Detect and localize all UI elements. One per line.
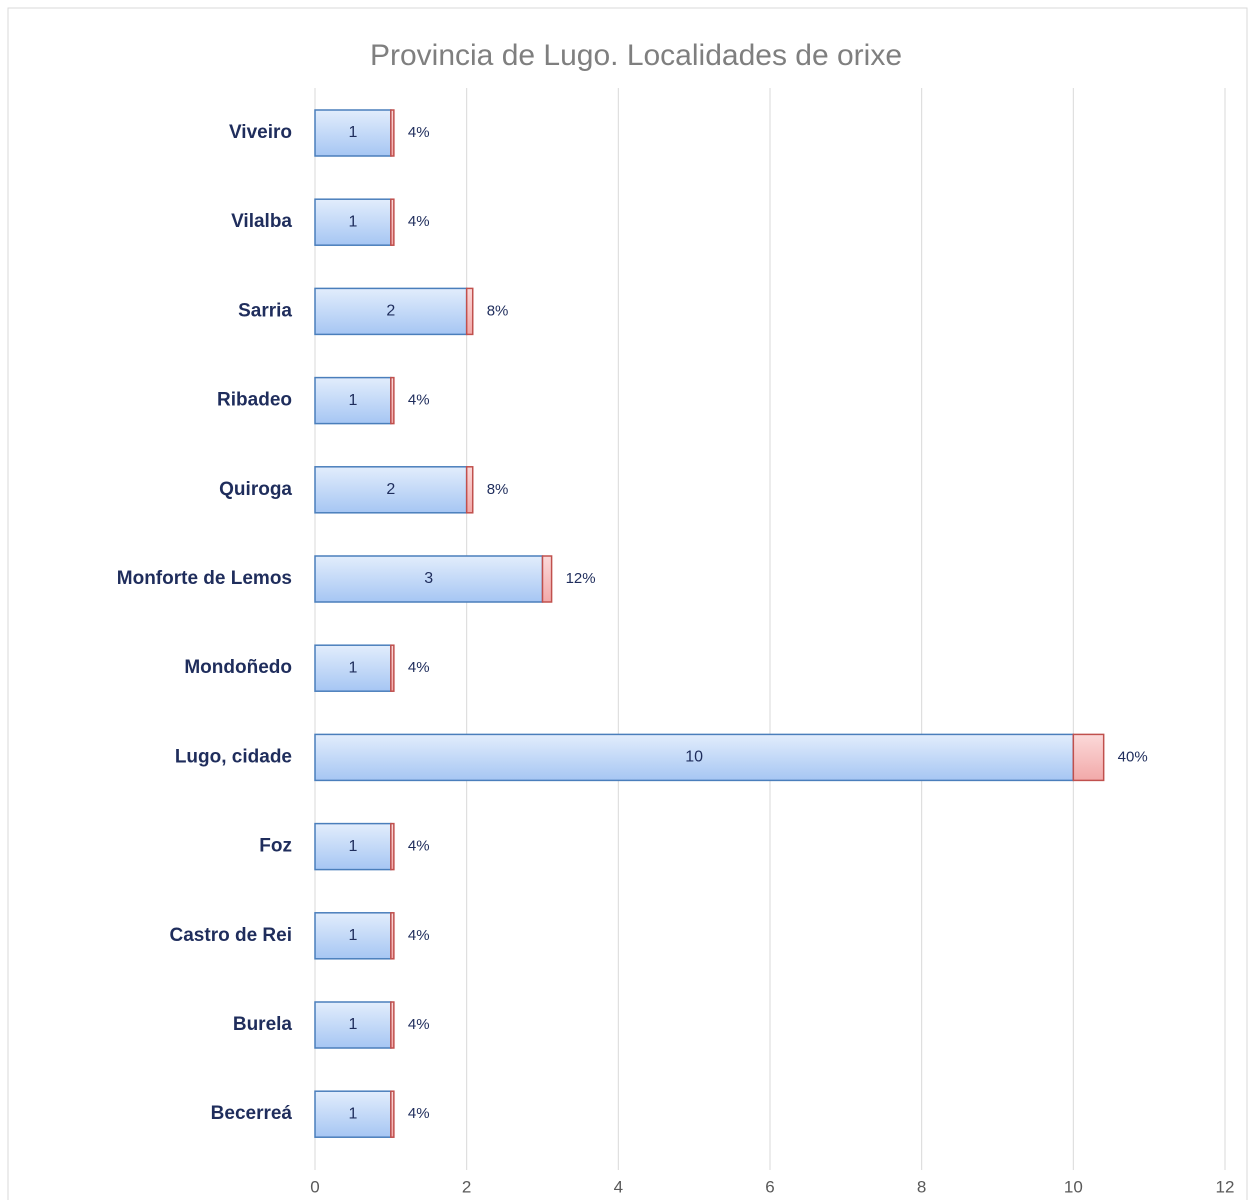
data-label: 8% [487, 481, 509, 498]
data-label: 4% [408, 392, 430, 409]
x-tick-label: 2 [462, 1177, 471, 1196]
bar-segment [390, 1001, 395, 1049]
y-tick-label: Foz [259, 836, 292, 857]
data-label: 1 [348, 927, 357, 944]
data-label: 4% [408, 659, 430, 676]
y-tick-label: Burela [233, 1014, 293, 1035]
chart-title: Provincia de Lugo. Localidades de orixe [370, 39, 902, 72]
data-label: 4% [408, 927, 430, 944]
y-tick-label: Ribadeo [217, 390, 292, 411]
data-label: 8% [487, 302, 509, 319]
x-tick-label: 12 [1216, 1177, 1235, 1196]
y-tick-label: Castro de Rei [170, 925, 292, 946]
bar-segment [314, 822, 392, 871]
data-label: 4% [408, 838, 430, 855]
data-label: 1 [348, 124, 357, 141]
y-tick-label: Monforte de Lemos [117, 568, 292, 589]
bar-segment [314, 287, 468, 336]
data-label: 4% [408, 1016, 430, 1033]
x-tick-label: 10 [1064, 1177, 1083, 1196]
bar-segment [390, 198, 395, 246]
data-label: 4% [408, 213, 430, 230]
bar-segment [390, 822, 395, 871]
y-tick-label: Vilalba [231, 211, 292, 232]
data-label: 3 [424, 570, 433, 587]
bar-segment [390, 912, 395, 960]
bar-segment [465, 466, 474, 514]
bar-segment [314, 466, 468, 514]
y-tick-label: Mondoñedo [184, 657, 292, 678]
data-label: 4% [408, 1105, 430, 1122]
x-tick-label: 6 [765, 1177, 774, 1196]
data-label: 40% [1118, 748, 1148, 765]
bar-segment [390, 376, 395, 425]
data-label: 12% [566, 570, 596, 587]
data-label: 2 [386, 303, 395, 320]
y-tick-label: Quiroga [219, 479, 292, 500]
x-tick-label: 4 [614, 1177, 623, 1196]
x-tick-label: 8 [917, 1177, 926, 1196]
bar-segment [314, 109, 392, 157]
x-tick-label: 0 [310, 1177, 319, 1196]
data-label: 4% [408, 124, 430, 141]
data-label: 1 [348, 1105, 357, 1122]
bar-segment [1072, 733, 1105, 782]
bar-segment [390, 644, 395, 692]
data-label: 1 [348, 1016, 357, 1033]
bar-segment [314, 198, 392, 246]
chart-border [7, 7, 1248, 1200]
bar-segment [541, 555, 553, 603]
data-label: 1 [348, 213, 357, 230]
y-tick-label: Lugo, cidade [175, 746, 292, 767]
y-tick-label: Viveiro [229, 122, 292, 143]
data-label: 1 [348, 659, 357, 676]
data-label: 1 [348, 392, 357, 409]
bar-segment [314, 555, 544, 603]
data-label: 10 [685, 749, 703, 766]
bar-segment [390, 109, 395, 157]
data-label: 1 [348, 838, 357, 855]
bar-segment [314, 376, 392, 425]
data-label: 2 [386, 481, 395, 498]
bar-segment [390, 1090, 395, 1138]
bar-segment [465, 287, 474, 336]
y-tick-label: Becerreá [211, 1103, 293, 1124]
bar-segment [314, 1001, 392, 1049]
y-tick-label: Sarria [238, 300, 292, 321]
